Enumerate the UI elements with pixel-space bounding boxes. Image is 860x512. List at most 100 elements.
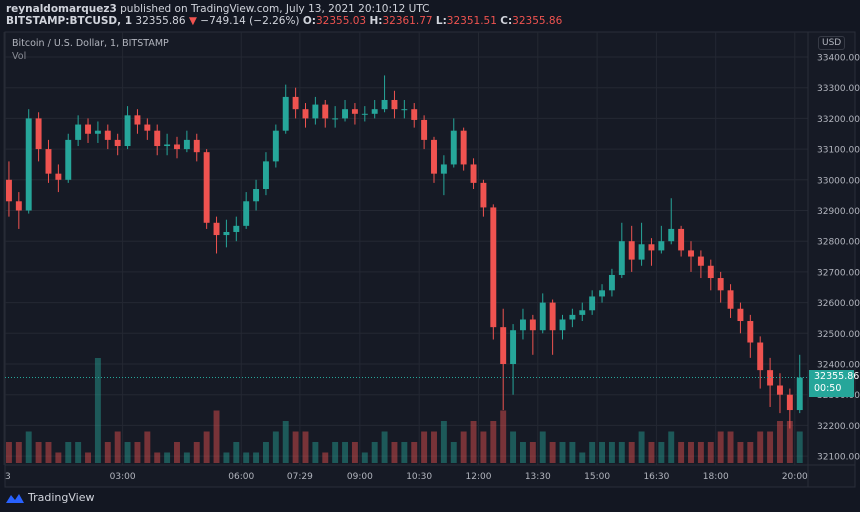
candle-body — [144, 124, 151, 131]
candle-body — [272, 130, 279, 162]
candle-body — [678, 228, 685, 251]
candle-body — [510, 330, 517, 364]
candle-body — [796, 377, 803, 411]
candle-body — [193, 139, 200, 153]
low-label: L: — [435, 15, 447, 27]
volume-bar — [559, 442, 566, 463]
volume-bar — [569, 442, 576, 463]
volume-bar — [786, 421, 793, 463]
volume-bar — [391, 442, 398, 463]
volume-bar — [539, 431, 546, 463]
volume-bar — [371, 442, 378, 463]
candle-body — [549, 302, 556, 331]
candle-body — [599, 290, 606, 297]
volume-bar — [134, 442, 141, 463]
volume-bar — [608, 442, 615, 463]
candle-body — [312, 104, 319, 119]
candle-body — [717, 278, 724, 291]
low-value: 32351.51 — [446, 15, 497, 27]
candle-body — [15, 201, 22, 211]
volume-bar — [55, 452, 62, 463]
volume-bar — [648, 442, 655, 463]
price-tick-label: 33200.00 — [817, 115, 860, 125]
publish-info: reynaldomarquez3 published on TradingVie… — [6, 3, 430, 15]
time-tick-label: 06:00 — [228, 472, 254, 482]
chart-pane — [4, 31, 856, 488]
volume-bar — [114, 431, 121, 463]
volume-bar — [579, 452, 586, 463]
volume-bar — [124, 442, 131, 463]
time-tick-label: 09:00 — [347, 472, 373, 482]
brand-name: TradingView — [28, 491, 95, 504]
time-tick-label: 3 — [5, 472, 11, 482]
candle-body — [164, 144, 171, 147]
candle-body — [757, 342, 764, 371]
candle-body — [361, 113, 368, 115]
volume-bar — [144, 431, 151, 463]
price-tick-label: 33000.00 — [817, 176, 860, 186]
volume-bar — [164, 452, 171, 463]
volume-bar — [292, 431, 299, 463]
price-tick-label: 32500.00 — [817, 330, 860, 340]
candle-body — [183, 139, 190, 150]
time-tick-label: 13:30 — [525, 472, 551, 482]
candle-body — [490, 207, 497, 328]
volume-bar — [322, 452, 329, 463]
tradingview-logo[interactable]: TradingView — [5, 491, 94, 504]
volume-bar — [737, 442, 744, 463]
candle-body — [707, 265, 714, 279]
author-name[interactable]: reynaldomarquez3 — [6, 3, 117, 15]
volume-bar — [757, 431, 764, 463]
volume-bar — [154, 452, 161, 463]
price-tick-label: 33300.00 — [817, 84, 860, 94]
candle-body — [65, 139, 72, 180]
candle-body — [124, 115, 131, 147]
volume-bar — [688, 442, 694, 463]
last-price-value: 32355.86 — [814, 371, 860, 382]
volume-bar — [85, 452, 91, 463]
volume-bar — [411, 442, 418, 463]
volume-bar — [490, 421, 497, 463]
time-tick-label: 15:00 — [584, 472, 610, 482]
volume-bar — [243, 452, 250, 463]
candle-body — [282, 96, 289, 131]
candle-body — [75, 124, 82, 140]
candle-body — [391, 99, 398, 110]
candle-body — [777, 385, 783, 395]
candle-body — [529, 319, 536, 331]
candle-body — [727, 290, 734, 309]
volume-bar — [777, 421, 783, 463]
candle-body — [648, 244, 655, 251]
volume-label: Vol — [12, 51, 27, 62]
candle-body — [203, 152, 210, 223]
candle-body — [668, 228, 675, 242]
volume-bar — [421, 431, 428, 463]
volume-bar — [213, 410, 220, 463]
price-tick-label: 33400.00 — [817, 54, 860, 64]
volume-bar — [500, 410, 507, 463]
volume-bar — [351, 442, 358, 463]
candle-body — [35, 118, 42, 150]
currency-button[interactable]: USD — [818, 36, 846, 50]
volume-bar — [104, 442, 111, 463]
time-tick-label: 07:29 — [287, 472, 313, 482]
candle-body — [104, 130, 111, 140]
candle-body — [371, 109, 378, 114]
volume-bar — [94, 358, 101, 463]
volume-bar — [747, 442, 754, 463]
volume-bar — [302, 431, 309, 463]
volume-bar — [638, 431, 645, 463]
volume-bar — [707, 442, 714, 463]
bar-countdown: 00:50 — [814, 383, 842, 394]
volume-bar — [312, 442, 319, 463]
open-value: 32355.03 — [316, 15, 367, 27]
high-label: H: — [369, 15, 383, 27]
volume-bar — [253, 452, 260, 463]
candle-body — [638, 244, 645, 260]
candle-body — [45, 149, 52, 174]
volume-bar — [519, 442, 526, 463]
publish-text: published on TradingView.com, July 13, 2… — [120, 3, 430, 15]
candle-body — [747, 321, 754, 343]
price-change: −749.14 (−2.26%) — [200, 15, 300, 27]
